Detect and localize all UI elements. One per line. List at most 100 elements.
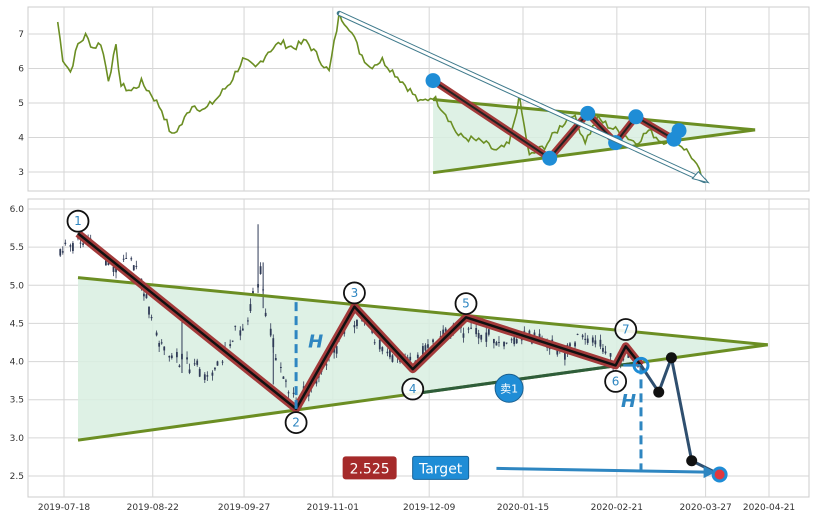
candle-body	[193, 363, 196, 365]
bottom-wedge-lower-dark	[422, 360, 642, 394]
candle-body	[160, 342, 163, 344]
target-arrow-head	[703, 466, 716, 479]
candle-body	[269, 328, 272, 336]
pivot-label: 7	[622, 323, 630, 337]
candle-body	[163, 346, 166, 351]
candle-body	[584, 338, 587, 340]
pivot-label-circle	[343, 281, 366, 305]
candle-body	[259, 266, 262, 274]
sell-marker-label: 卖1	[500, 382, 518, 395]
candle-body	[510, 339, 513, 341]
candle-body	[274, 358, 277, 361]
bottom-y-tick: 5.5	[10, 243, 24, 253]
top-y-tick: 4	[18, 134, 24, 144]
candle-body	[467, 328, 470, 330]
candle-body	[143, 293, 145, 297]
pivot-label: 2	[292, 416, 300, 430]
top-trend-arrow-head	[691, 170, 710, 184]
candle-body	[492, 339, 495, 344]
candle-body	[241, 328, 244, 331]
candle-body	[234, 325, 237, 327]
candle-body	[475, 328, 478, 335]
candle-body	[409, 356, 412, 361]
candle-body	[104, 260, 107, 266]
candle-body	[325, 364, 328, 366]
candle-body	[170, 355, 173, 359]
candle-body	[389, 348, 391, 358]
candle-body	[69, 245, 72, 247]
candle-body	[432, 339, 434, 343]
pivot-label-circle	[66, 209, 90, 233]
candle-body	[378, 339, 381, 350]
candle-body	[594, 340, 597, 345]
top-pivot-marker	[671, 123, 687, 139]
bottom-y-tick: 3.5	[10, 396, 24, 406]
candle-body	[231, 340, 234, 342]
pivot-label: 1	[74, 214, 82, 228]
sell-marker-circle	[494, 373, 524, 403]
x-tick-label: 2019-12-09	[403, 503, 456, 513]
candle-body	[462, 333, 465, 338]
candle-body	[523, 330, 526, 332]
candle-body	[82, 243, 84, 245]
pivot-label-circle	[401, 377, 425, 401]
top-y-tick: 3	[18, 168, 24, 178]
candle-body	[216, 361, 219, 366]
candle-body	[122, 258, 125, 260]
candle-body	[282, 376, 285, 379]
height-label: H	[621, 391, 636, 412]
x-tick-label: 2019-09-27	[218, 503, 270, 513]
pivot-label: 3	[351, 286, 359, 300]
top-pivot-marker	[628, 109, 644, 125]
x-tick-label: 2019-07-18	[38, 503, 91, 513]
forecast-point	[653, 386, 665, 398]
target-badge-label: Target	[418, 461, 463, 477]
bottom-y-tick: 4.5	[10, 319, 24, 329]
candle-body	[203, 374, 206, 380]
candle-body	[373, 342, 376, 344]
top-pivot-marker	[542, 150, 558, 166]
candle-body	[576, 333, 579, 335]
candle-body	[168, 355, 171, 358]
candle-body	[586, 338, 589, 343]
candle-body	[196, 360, 199, 365]
top-trend-arrow	[338, 11, 706, 182]
candle-body	[249, 304, 252, 312]
candle-body	[287, 392, 290, 394]
candle-body	[503, 341, 505, 347]
top-y-tick: 5	[18, 99, 24, 109]
candle-body	[145, 294, 148, 299]
bottom-zigzag-inner	[77, 232, 642, 411]
candle-body	[64, 242, 67, 244]
x-tick-label: 2019-11-01	[307, 503, 359, 513]
candle-body	[528, 330, 531, 336]
candle-body	[477, 333, 480, 339]
bottom-y-tick: 3.0	[10, 434, 25, 444]
candle-body	[178, 365, 181, 368]
candle-body	[285, 380, 287, 382]
candle-body	[150, 316, 153, 319]
pivot-label: 5	[462, 297, 470, 311]
candle-body	[421, 346, 424, 356]
bottom-y-tick: 6.0	[10, 205, 25, 215]
candle-body	[442, 329, 445, 335]
x-tick-label: 2020-03-27	[679, 503, 731, 513]
candle-body	[498, 341, 500, 343]
candle-body	[381, 347, 384, 352]
candle-body	[132, 265, 135, 271]
candle-body	[609, 353, 612, 357]
candle-body	[538, 333, 541, 340]
candle-body	[386, 351, 389, 354]
candle-body	[556, 348, 559, 355]
candle-body	[112, 266, 115, 272]
height-label: H	[308, 331, 323, 352]
pivot-label-circle	[454, 292, 478, 315]
candle-body	[495, 342, 498, 346]
candle-body	[602, 347, 604, 352]
candle-body	[353, 325, 356, 328]
pivot-label-circle	[614, 318, 638, 341]
pivot-label-circle	[604, 370, 628, 393]
candle-body	[604, 351, 607, 354]
candle-body	[427, 344, 429, 348]
pivot-label: 6	[612, 374, 620, 388]
